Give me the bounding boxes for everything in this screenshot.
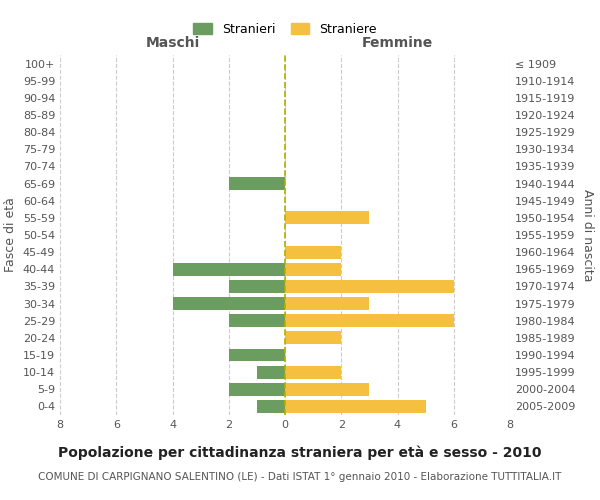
Legend: Stranieri, Straniere: Stranieri, Straniere [188,18,382,41]
Bar [229,314,285,327]
Text: Maschi: Maschi [145,36,200,50]
Bar [285,280,454,293]
Bar [285,332,341,344]
Bar [257,400,285,413]
Bar [285,314,454,327]
Bar [229,383,285,396]
Bar [229,280,285,293]
Bar [229,177,285,190]
Text: Popolazione per cittadinanza straniera per età e sesso - 2010: Popolazione per cittadinanza straniera p… [58,445,542,460]
Bar [173,263,285,276]
Y-axis label: Fasce di età: Fasce di età [4,198,17,272]
Bar [285,246,341,258]
Bar [257,366,285,378]
Text: COMUNE DI CARPIGNANO SALENTINO (LE) - Dati ISTAT 1° gennaio 2010 - Elaborazione : COMUNE DI CARPIGNANO SALENTINO (LE) - Da… [38,472,562,482]
Bar [285,400,425,413]
Bar [285,366,341,378]
Bar [285,212,370,224]
Bar [285,263,341,276]
Bar [229,348,285,362]
Bar [285,297,370,310]
Bar [285,383,370,396]
Y-axis label: Anni di nascita: Anni di nascita [581,188,594,281]
Text: Femmine: Femmine [362,36,433,50]
Bar [173,297,285,310]
